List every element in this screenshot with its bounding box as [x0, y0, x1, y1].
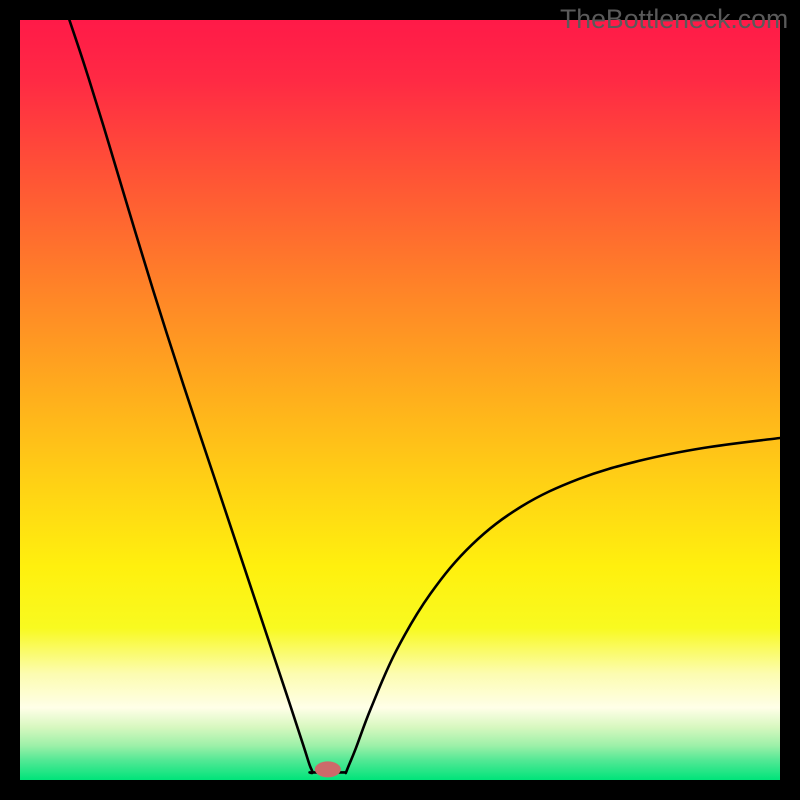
valley-marker [315, 761, 341, 777]
plot-background [20, 20, 780, 780]
bottleneck-chart [0, 0, 800, 800]
watermark-text: TheBottleneck.com [560, 4, 788, 35]
stage: TheBottleneck.com [0, 0, 800, 800]
